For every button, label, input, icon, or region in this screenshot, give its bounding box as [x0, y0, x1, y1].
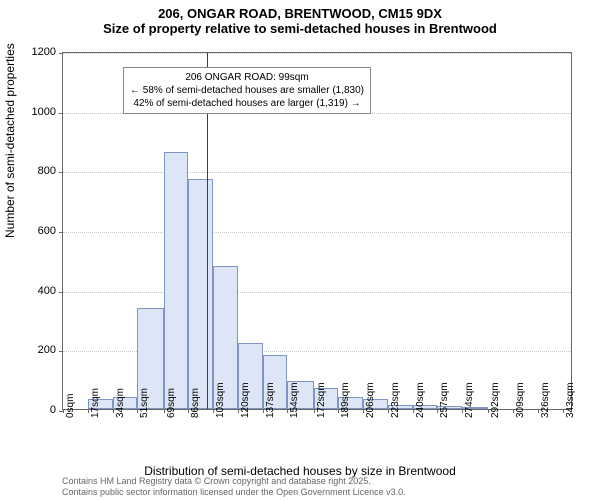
y-axis-label: Number of semi-detached properties	[3, 43, 17, 238]
footer-note: Contains HM Land Registry data © Crown c…	[62, 476, 406, 498]
chart-title: 206, ONGAR ROAD, BRENTWOOD, CM15 9DX Siz…	[0, 6, 600, 36]
x-tick-label: 103sqm	[215, 382, 226, 418]
x-tick-label: 274sqm	[464, 382, 475, 418]
x-tick-mark	[88, 409, 89, 413]
x-tick-label: 309sqm	[515, 382, 526, 418]
grid-line	[63, 172, 571, 173]
y-tick-label: 1000	[16, 106, 56, 118]
x-tick-mark	[363, 409, 364, 413]
x-tick-label: 206sqm	[365, 382, 376, 418]
y-tick-mark	[59, 232, 63, 233]
x-tick-mark	[563, 409, 564, 413]
x-tick-label: 189sqm	[340, 382, 351, 418]
x-tick-label: 17sqm	[90, 388, 101, 418]
chart-container: 206, ONGAR ROAD, BRENTWOOD, CM15 9DX Siz…	[0, 0, 600, 500]
x-tick-label: 240sqm	[415, 382, 426, 418]
y-tick-label: 400	[16, 285, 56, 297]
x-tick-mark	[263, 409, 264, 413]
y-tick-label: 1200	[16, 46, 56, 58]
x-tick-mark	[388, 409, 389, 413]
y-tick-mark	[59, 172, 63, 173]
annotation-box: 206 ONGAR ROAD: 99sqm← 58% of semi-detac…	[123, 67, 371, 114]
plot-area: 206 ONGAR ROAD: 99sqm← 58% of semi-detac…	[62, 52, 572, 410]
x-tick-mark	[164, 409, 165, 413]
x-tick-label: 51sqm	[139, 388, 150, 418]
x-tick-mark	[314, 409, 315, 413]
x-tick-label: 69sqm	[166, 388, 177, 418]
x-tick-label: 292sqm	[490, 382, 501, 418]
y-tick-label: 800	[16, 165, 56, 177]
y-tick-label: 600	[16, 225, 56, 237]
y-tick-mark	[59, 351, 63, 352]
title-line-1: 206, ONGAR ROAD, BRENTWOOD, CM15 9DX	[0, 6, 600, 21]
x-tick-label: 257sqm	[439, 382, 450, 418]
y-tick-mark	[59, 53, 63, 54]
annotation-line-1: 206 ONGAR ROAD: 99sqm	[130, 71, 364, 84]
x-tick-label: 86sqm	[190, 388, 201, 418]
title-line-2: Size of property relative to semi-detach…	[0, 21, 600, 36]
x-tick-label: 34sqm	[115, 388, 126, 418]
x-tick-label: 326sqm	[540, 382, 551, 418]
histogram-bar	[188, 179, 213, 409]
footer-line-2: Contains public sector information licen…	[62, 487, 406, 498]
x-tick-mark	[63, 409, 64, 413]
x-tick-label: 0sqm	[65, 394, 76, 418]
x-tick-mark	[213, 409, 214, 413]
y-tick-label: 200	[16, 344, 56, 356]
footer-line-1: Contains HM Land Registry data © Crown c…	[62, 476, 406, 487]
x-tick-label: 154sqm	[289, 382, 300, 418]
y-tick-mark	[59, 292, 63, 293]
annotation-line-2: ← 58% of semi-detached houses are smalle…	[130, 84, 364, 97]
x-tick-mark	[538, 409, 539, 413]
y-tick-mark	[59, 113, 63, 114]
grid-line	[63, 232, 571, 233]
annotation-line-3: 42% of semi-detached houses are larger (…	[130, 97, 364, 110]
x-tick-label: 223sqm	[390, 382, 401, 418]
x-tick-label: 343sqm	[565, 382, 576, 418]
histogram-bar	[164, 152, 189, 409]
grid-line	[63, 292, 571, 293]
x-tick-label: 120sqm	[240, 382, 251, 418]
x-tick-mark	[238, 409, 239, 413]
x-tick-mark	[113, 409, 114, 413]
y-tick-label: 0	[16, 404, 56, 416]
x-tick-label: 172sqm	[316, 382, 327, 418]
x-tick-label: 137sqm	[265, 382, 276, 418]
grid-line	[63, 53, 571, 54]
x-tick-mark	[413, 409, 414, 413]
